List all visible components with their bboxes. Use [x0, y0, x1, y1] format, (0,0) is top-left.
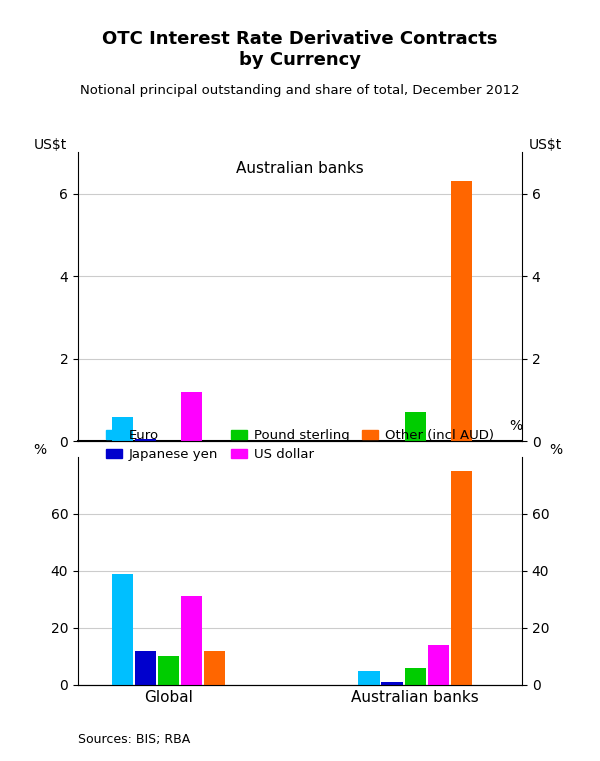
Bar — [181, 597, 202, 685]
Bar — [404, 412, 426, 441]
Bar — [382, 682, 403, 685]
Text: Notional principal outstanding and share of total, December 2012: Notional principal outstanding and share… — [80, 84, 520, 97]
Bar — [112, 574, 133, 685]
Bar — [158, 656, 179, 685]
Text: OTC Interest Rate Derivative Contracts
by Currency: OTC Interest Rate Derivative Contracts b… — [102, 30, 498, 69]
Bar — [428, 645, 449, 685]
Bar — [451, 471, 472, 685]
Text: Sources: BIS; RBA: Sources: BIS; RBA — [78, 733, 190, 746]
Legend: Euro, Japanese yen, Pound sterling, US dollar, Other (incl AUD): Euro, Japanese yen, Pound sterling, US d… — [101, 424, 499, 466]
Bar — [135, 651, 156, 685]
Text: Australian banks: Australian banks — [236, 161, 364, 176]
Bar — [451, 181, 472, 441]
Bar — [404, 668, 426, 685]
Bar — [135, 439, 156, 441]
Bar — [358, 670, 380, 685]
Text: %: % — [509, 419, 522, 432]
Bar — [181, 392, 202, 441]
Text: US$t: US$t — [34, 139, 67, 152]
Text: US$t: US$t — [529, 139, 562, 152]
Text: %: % — [34, 443, 47, 457]
Text: %: % — [549, 443, 562, 457]
Bar — [112, 416, 133, 441]
Bar — [204, 651, 225, 685]
